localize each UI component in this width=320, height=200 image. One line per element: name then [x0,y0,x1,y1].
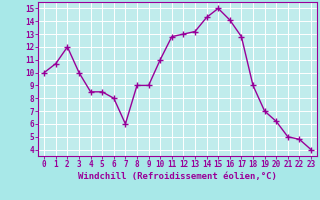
X-axis label: Windchill (Refroidissement éolien,°C): Windchill (Refroidissement éolien,°C) [78,172,277,181]
